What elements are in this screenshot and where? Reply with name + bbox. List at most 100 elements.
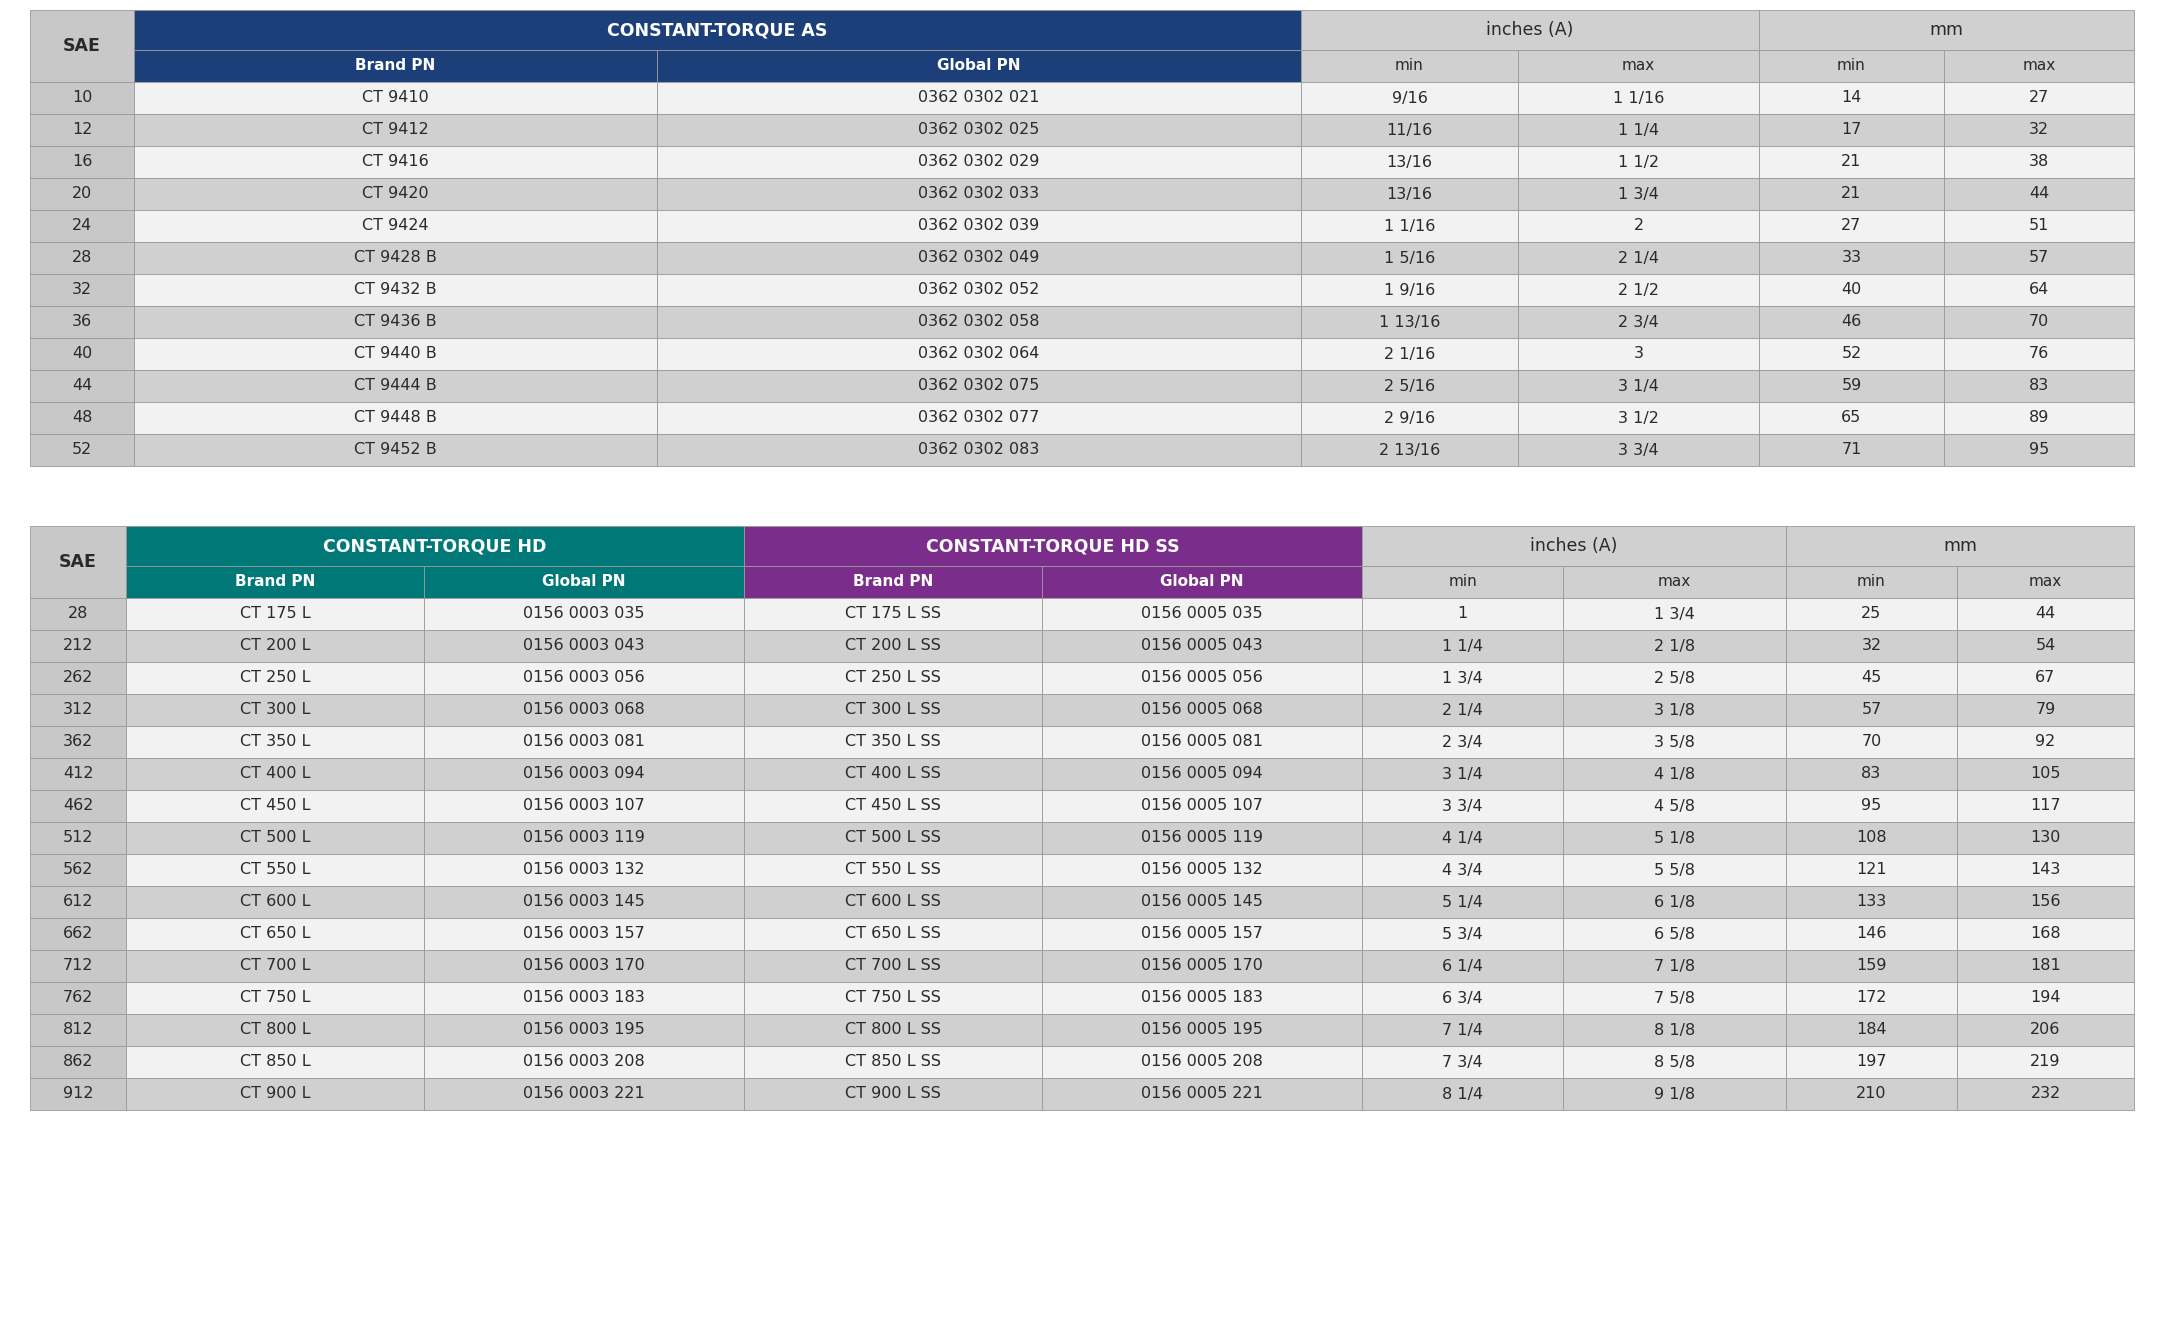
Text: 6 1/4: 6 1/4 [1441,959,1482,973]
Bar [744,694,1043,726]
Text: CONSTANT-TORQUE HD: CONSTANT-TORQUE HD [322,537,547,555]
Text: 4 3/4: 4 3/4 [1441,862,1482,877]
Text: 0362 0302 058: 0362 0302 058 [918,314,1039,329]
Text: 121: 121 [1857,862,1887,877]
Bar [1517,242,1759,274]
Text: 2 5/16: 2 5/16 [1385,378,1435,393]
Bar [424,790,744,822]
Bar [1043,758,1361,790]
Text: 0156 0005 043: 0156 0005 043 [1140,639,1264,654]
Bar [1361,1013,1562,1046]
Text: 2 1/2: 2 1/2 [1619,282,1660,298]
Bar [1785,525,2134,566]
Bar [1943,338,2134,370]
Text: CT 9412: CT 9412 [361,123,428,138]
Text: 0156 0003 195: 0156 0003 195 [524,1023,645,1038]
Text: 8 5/8: 8 5/8 [1653,1055,1694,1070]
Text: max: max [2030,575,2062,590]
Text: CT 850 L SS: CT 850 L SS [844,1055,941,1070]
Bar [30,274,134,306]
Bar [1785,886,1956,919]
Text: CT 9428 B: CT 9428 B [355,250,437,266]
Bar [1043,598,1361,630]
Text: CONSTANT-TORQUE HD SS: CONSTANT-TORQUE HD SS [926,537,1179,555]
Bar [1043,630,1361,662]
Bar [1759,178,1943,210]
Bar [30,338,134,370]
Text: 28: 28 [71,250,93,266]
Text: SAE: SAE [63,37,102,55]
Bar [1517,210,1759,242]
Text: 1 5/16: 1 5/16 [1383,250,1435,266]
Bar [30,178,134,210]
Text: 3 1/2: 3 1/2 [1619,410,1660,425]
Bar [1956,1078,2134,1110]
Bar [134,49,658,82]
Text: 13/16: 13/16 [1387,155,1433,170]
Bar [1943,306,2134,338]
Text: 0156 0005 170: 0156 0005 170 [1140,959,1264,973]
Bar [1943,210,2134,242]
Bar [1517,82,1759,114]
Text: 0156 0005 094: 0156 0005 094 [1140,766,1264,782]
Bar [30,9,134,82]
Bar [1517,114,1759,146]
Bar [30,726,126,758]
Bar [658,242,1301,274]
Text: 44: 44 [71,378,93,393]
Text: CT 750 L SS: CT 750 L SS [846,991,941,1005]
Bar [1361,566,1562,598]
Bar [1562,919,1785,951]
Bar [1956,951,2134,981]
Bar [30,370,134,402]
Text: 12: 12 [71,123,93,138]
Text: CT 350 L SS: CT 350 L SS [846,734,941,750]
Bar [1785,790,1956,822]
Bar [1956,598,2134,630]
Text: 32: 32 [71,282,93,298]
Text: 156: 156 [2030,894,2060,909]
Text: 181: 181 [2030,959,2060,973]
Text: 210: 210 [1857,1087,1887,1102]
Text: 1 3/4: 1 3/4 [1441,670,1482,686]
Text: CT 900 L SS: CT 900 L SS [846,1087,941,1102]
Bar [1517,338,1759,370]
Text: 0362 0302 025: 0362 0302 025 [918,123,1039,138]
Text: Global PN: Global PN [1160,575,1244,590]
Bar [1956,566,2134,598]
Bar [30,242,134,274]
Text: 1 1/16: 1 1/16 [1383,218,1435,234]
Bar [1785,919,1956,951]
Bar [30,435,134,467]
Text: 0156 0005 035: 0156 0005 035 [1140,607,1264,622]
Bar [1956,886,2134,919]
Bar [1562,981,1785,1013]
Text: CT 850 L: CT 850 L [240,1055,309,1070]
Text: 4 5/8: 4 5/8 [1653,798,1694,813]
Bar [1785,630,1956,662]
Text: CT 650 L SS: CT 650 L SS [846,927,941,941]
Text: mm: mm [1943,537,1978,555]
Text: CT 9448 B: CT 9448 B [355,410,437,425]
Bar [1956,822,2134,854]
Text: 79: 79 [2036,702,2056,718]
Text: CT 500 L SS: CT 500 L SS [846,830,941,845]
Text: CT 9424: CT 9424 [361,218,428,234]
Bar [744,790,1043,822]
Bar [1043,822,1361,854]
Text: 3 3/4: 3 3/4 [1441,798,1482,813]
Bar [1943,370,2134,402]
Text: 0156 0005 195: 0156 0005 195 [1140,1023,1264,1038]
Bar [1562,630,1785,662]
Text: 1 1/4: 1 1/4 [1619,123,1660,138]
Text: 4 1/8: 4 1/8 [1653,766,1694,782]
Text: CT 650 L: CT 650 L [240,927,309,941]
Bar [744,854,1043,886]
Text: 812: 812 [63,1023,93,1038]
Text: 262: 262 [63,670,93,686]
Text: 0156 0005 157: 0156 0005 157 [1140,927,1264,941]
Text: 197: 197 [1857,1055,1887,1070]
Bar [126,694,424,726]
Bar [1301,210,1517,242]
Bar [126,566,424,598]
